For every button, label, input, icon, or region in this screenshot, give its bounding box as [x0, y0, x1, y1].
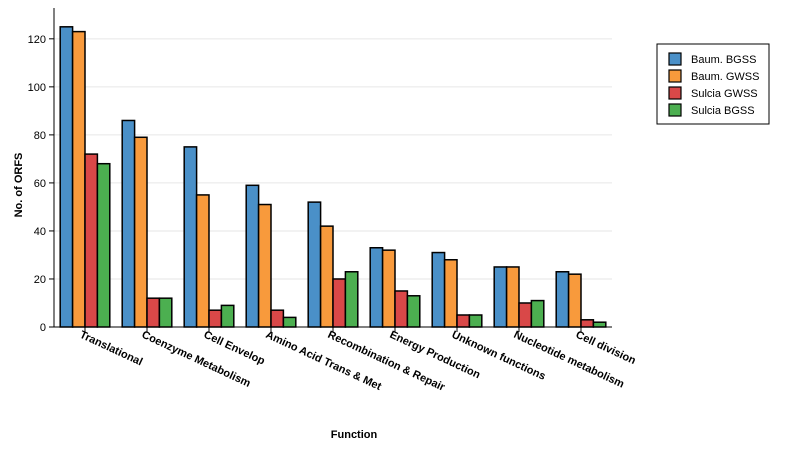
y-tick-label: 100	[28, 82, 46, 94]
bar-baum-bgss-8	[555, 271, 570, 328]
bar-baum-bgss-2	[183, 146, 198, 328]
bar-sulcia-bgss-8	[592, 321, 607, 328]
y-axis-title: No. of ORFS	[13, 153, 25, 218]
x-tick-label: Recombination & Repair	[326, 329, 447, 394]
legend-swatch	[668, 103, 682, 117]
bar-sulcia-bgss-2	[220, 304, 235, 328]
bar-baum-gwss-5	[381, 249, 396, 328]
y-tick-label: 60	[34, 178, 46, 190]
x-tick-label: Coenzyme Metabolism	[140, 329, 253, 390]
bar-baum-gwss-8	[567, 273, 582, 328]
bar-sulcia-gwss-8	[580, 319, 595, 328]
axes	[53, 8, 612, 332]
bar-baum-gwss-0	[71, 30, 86, 328]
bar-sulcia-gwss-5	[394, 290, 409, 328]
bar-sulcia-bgss-5	[406, 295, 421, 328]
x-tick-label: Amino Acid Trans & Met	[264, 329, 384, 393]
bar-baum-gwss-4	[319, 225, 334, 328]
legend: Baum. BGSS Baum. GWSS Sulcia GWSS Sulcia BG…	[656, 43, 770, 125]
bar-sulcia-gwss-1	[146, 297, 161, 328]
y-tick-label: 80	[34, 130, 46, 142]
bar-sulcia-bgss-0	[96, 162, 111, 328]
bar-sulcia-gwss-0	[84, 153, 99, 328]
legend-swatch	[668, 69, 682, 83]
bar-sulcia-gwss-6	[456, 314, 471, 328]
bar-sulcia-gwss-3	[270, 309, 285, 328]
legend-label: Baum. GWSS	[691, 71, 759, 83]
legend-swatch	[668, 86, 682, 100]
bar-sulcia-bgss-3	[282, 316, 297, 328]
x-tick-label: Translational	[78, 329, 145, 369]
bar-baum-bgss-3	[245, 184, 260, 328]
y-tick-label: 40	[34, 226, 46, 238]
bar-sulcia-bgss-1	[158, 297, 173, 328]
bar-sulcia-gwss-4	[332, 278, 347, 328]
bar-baum-gwss-7	[505, 266, 520, 328]
bar-baum-bgss-1	[121, 119, 136, 328]
bars	[59, 26, 607, 328]
bar-baum-bgss-6	[431, 251, 446, 328]
legend-label: Sulcia BGSS	[691, 105, 755, 117]
legend-label: Sulcia GWSS	[691, 88, 758, 100]
bar-sulcia-bgss-7	[530, 299, 545, 328]
bar-baum-gwss-3	[257, 203, 272, 328]
bar-baum-bgss-4	[307, 201, 322, 328]
bar-sulcia-bgss-6	[468, 314, 483, 328]
x-tick-label: Nucleotide metabolism	[512, 329, 626, 391]
bar-sulcia-gwss-2	[208, 309, 223, 328]
y-tick-label: 20	[34, 274, 46, 286]
bar-baum-bgss-7	[493, 266, 508, 328]
bar-baum-bgss-0	[59, 26, 74, 328]
y-tick-label: 120	[28, 34, 46, 46]
x-axis-title: Function	[331, 429, 378, 441]
bar-baum-bgss-5	[369, 247, 384, 328]
bar-sulcia-bgss-4	[344, 271, 359, 328]
bar-baum-gwss-6	[443, 259, 458, 328]
legend-label: Baum. BGSS	[691, 54, 756, 66]
bar-baum-gwss-1	[133, 136, 148, 328]
y-ticks: 0 20 40 60 80 100 120	[28, 34, 54, 334]
legend-swatch	[668, 52, 682, 66]
bar-baum-gwss-2	[195, 194, 210, 328]
y-tick-label: 0	[40, 322, 46, 334]
bar-sulcia-gwss-7	[518, 302, 533, 328]
